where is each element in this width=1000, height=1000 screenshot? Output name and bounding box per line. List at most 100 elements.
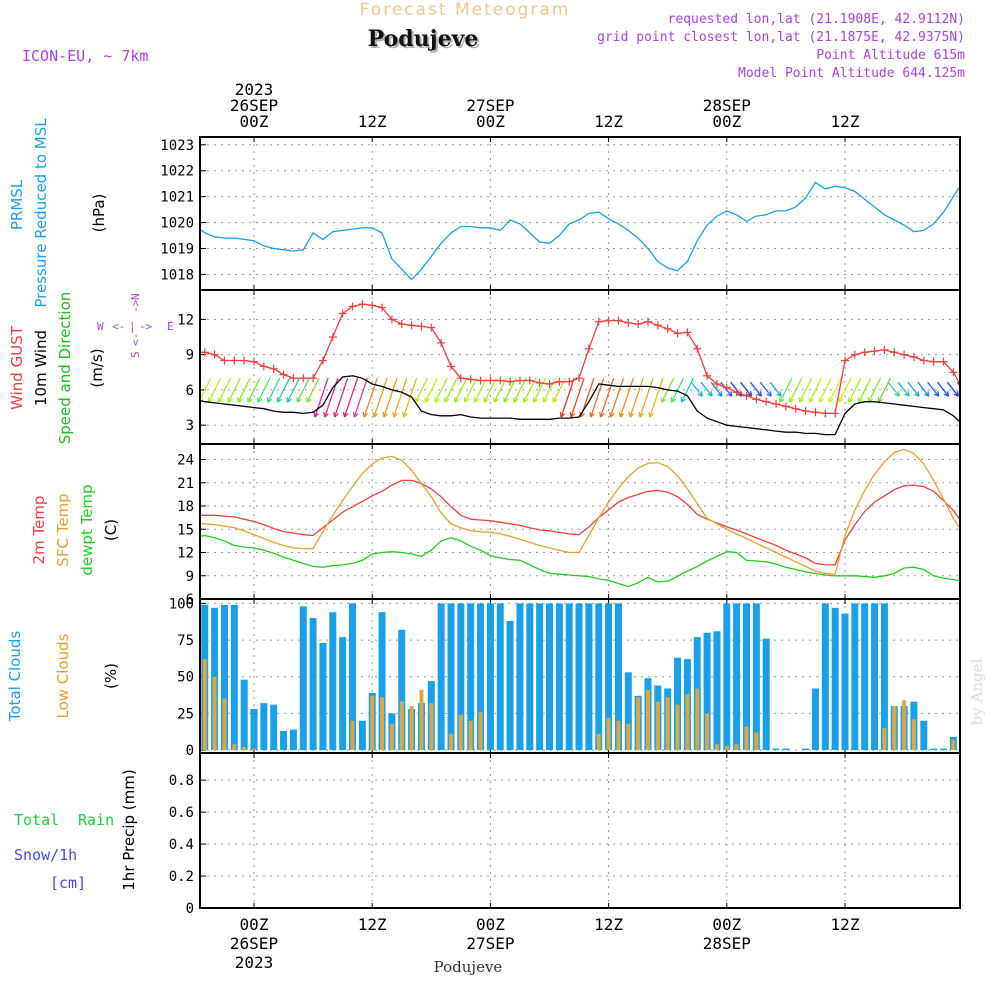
wind-arrow <box>838 377 852 403</box>
wind-arrow-head <box>424 398 430 403</box>
wind-arrow-shaft <box>609 377 625 418</box>
wind-arrow-head <box>923 393 930 397</box>
wind-arrow-head <box>710 391 713 397</box>
wind-arrow-shaft <box>967 382 978 396</box>
wind-arrow <box>522 377 537 403</box>
wind-arrow-head <box>730 391 733 397</box>
pressure-label-long: Pressure Reduced to MSL <box>32 118 50 308</box>
total-cloud-bar <box>536 603 544 751</box>
gust-point <box>269 364 278 373</box>
wind-arrow-head <box>344 413 349 418</box>
wind-arrow-head <box>943 393 949 397</box>
low-cloud-bar <box>892 706 897 751</box>
total-cloud-bar <box>349 603 356 751</box>
wind-arrow-shaft <box>523 377 537 403</box>
wind-arrow-head <box>904 393 910 397</box>
low-cloud-bar <box>754 732 759 751</box>
total-cloud-bar <box>506 621 514 751</box>
wind-arrow <box>927 381 940 397</box>
wind-arrow <box>956 381 960 387</box>
wind-arrow-shaft <box>267 377 281 403</box>
wind-arrow-head <box>415 398 420 403</box>
compass-n: N <box>129 293 142 300</box>
total-cloud-bar <box>309 618 317 751</box>
rain-label-rain: Rain <box>78 811 114 829</box>
wind-arrow <box>648 377 664 418</box>
dewpt-temp-line <box>200 534 960 588</box>
wind-arrow-shaft <box>353 377 368 418</box>
y-tick-label: 12 <box>177 312 194 328</box>
wind-arrow-head <box>313 411 316 418</box>
low-cloud-bar <box>468 720 473 751</box>
wind-arrow-head <box>799 398 805 403</box>
wind-arrow-shaft <box>987 382 998 396</box>
low-cloud-bar <box>596 733 601 751</box>
wind-arrow <box>296 377 310 403</box>
pressure-panel: 1018 1019 1020 1021 1022 1023 <box>160 136 961 291</box>
bottom-axis-label: 2023 <box>235 953 274 972</box>
wind-arrow <box>808 377 823 403</box>
wind-arrow-shaft <box>237 377 251 403</box>
wind-arrow-shaft <box>227 377 241 403</box>
wind-arrow-head <box>947 391 950 397</box>
wind-arrow-head <box>454 398 460 403</box>
total-cloud-bar <box>526 603 534 751</box>
gust-point <box>850 350 859 359</box>
wind-arrow <box>542 377 557 403</box>
wind-arrow <box>798 377 813 403</box>
wind-arrow <box>628 377 644 418</box>
total-cloud-bar <box>970 740 977 750</box>
wind-arrow-head <box>973 394 978 396</box>
gust-point <box>584 344 593 353</box>
total-cloud-bar <box>339 637 347 751</box>
wind-arrow <box>599 377 615 418</box>
low-cloud-bar <box>685 694 690 751</box>
low-cloud-bar <box>902 700 907 751</box>
total-cloud-bar <box>565 603 573 751</box>
wind-arrow <box>392 377 408 418</box>
low-cloud-bar <box>606 717 611 751</box>
wind-arrow-head <box>750 391 753 397</box>
wind-arrow-head <box>444 398 450 403</box>
wind-arrow-head <box>746 393 752 397</box>
gust-point <box>604 316 613 325</box>
wind-arrow-head <box>608 411 612 418</box>
low-cloud-bar <box>389 723 394 751</box>
wind-arrow-head <box>589 411 592 418</box>
compass-arrow-e: -> <box>139 320 153 333</box>
wind-arrow <box>857 377 872 403</box>
gust-point <box>634 320 643 329</box>
gust-point <box>732 388 741 397</box>
gust-point <box>801 407 810 416</box>
wind-arrow-head <box>937 391 940 397</box>
wind-arrow-head <box>513 398 519 403</box>
total-cloud-bar <box>240 679 248 751</box>
low-cloud-bar <box>744 726 749 751</box>
total-cloud-bar <box>752 603 760 751</box>
bottom-axis-label: 00Z <box>240 915 269 934</box>
gust-point <box>348 302 357 311</box>
wind-arrow-head <box>227 398 233 403</box>
wind-arrow-shaft <box>599 377 615 418</box>
snow-unit: [cm] <box>50 874 86 892</box>
chart-panels: 1018 1019 1020 1021 1022 1023 3 6 9 12 6 9 12 15 18 21 2… <box>160 136 998 917</box>
wind-arrow-shaft <box>533 377 547 403</box>
wind-arrow <box>618 377 634 418</box>
wind-arrow <box>434 377 448 403</box>
total-cloud-bar <box>861 603 869 751</box>
total-cloud-bar <box>762 638 770 751</box>
wind-arrow-head <box>629 413 635 418</box>
gust-point <box>594 317 603 326</box>
wind-arrow-head <box>720 391 723 397</box>
wind-arrow-shaft <box>759 381 772 397</box>
y-tick-label: 0 <box>186 743 194 759</box>
gust-point <box>742 391 751 400</box>
gust-point <box>614 316 623 325</box>
total-cloud-bar <box>743 603 750 751</box>
wind-arrow <box>414 377 429 403</box>
y-tick-label: 6 <box>186 383 194 399</box>
wind-arrow <box>670 377 685 403</box>
compass-rose: W <- | -> ENS-><- <box>97 293 174 358</box>
y-tick-label: 18 <box>177 499 194 515</box>
